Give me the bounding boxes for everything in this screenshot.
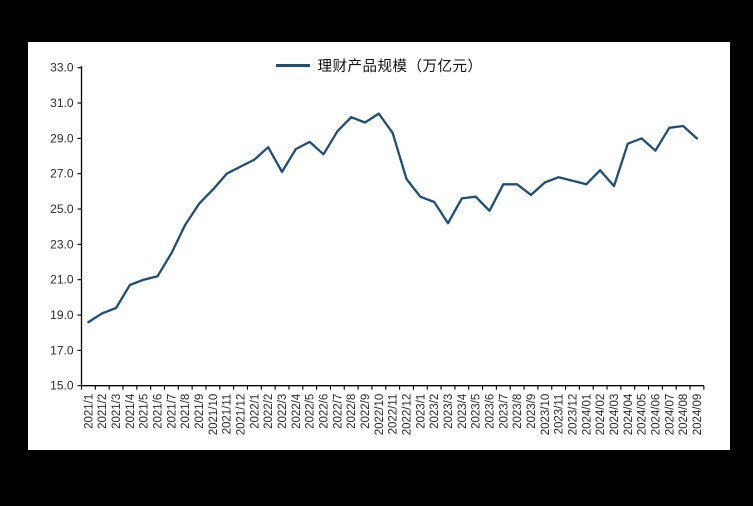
x-axis-tick-label: 2024/09: [692, 394, 704, 436]
y-axis-tick-label: 15.0: [50, 379, 74, 393]
x-axis-tick-label: 2021/10: [208, 394, 220, 436]
x-axis-tick-label: 2023/3: [443, 394, 455, 429]
x-axis-tick-label: 2024/01: [581, 394, 593, 436]
x-axis-tick-label: 2021/12: [236, 394, 248, 436]
x-axis-tick-label: 2023/12: [567, 394, 579, 436]
y-axis-tick-label: 19.0: [50, 308, 74, 322]
legend-label: 理财产品规模（万亿元）: [317, 59, 483, 75]
x-axis-tick-label: 2022/2: [263, 394, 275, 429]
x-axis-tick-label: 2024/06: [650, 394, 662, 436]
x-axis-tick-label: 2022/7: [332, 394, 344, 429]
x-axis-tick-label: 2023/8: [512, 394, 524, 429]
x-axis-tick-label: 2022/8: [346, 394, 358, 429]
x-axis-tick-label: 2021/5: [139, 394, 151, 429]
x-axis-tick-label: 2021/9: [194, 394, 206, 429]
x-axis-tick-label: 2021/3: [111, 394, 123, 429]
x-axis-tick-label: 2024/03: [609, 394, 621, 436]
x-axis-tick-label: 2023/10: [540, 394, 552, 436]
x-axis-tick-label: 2024/04: [623, 393, 635, 435]
x-axis-tick-label: 2021/8: [180, 394, 192, 429]
y-axis-tick-label: 27.0: [50, 167, 74, 181]
x-axis-tick-label: 2021/6: [153, 394, 165, 429]
x-axis-tick-label: 2022/4: [291, 393, 303, 429]
x-axis-tick-label: 2022/5: [305, 394, 317, 429]
x-axis-tick-label: 2023/9: [526, 394, 538, 429]
x-axis-tick-label: 2021/1: [83, 394, 95, 429]
x-axis-tick-label: 2023/5: [471, 394, 483, 429]
y-axis-tick-label: 31.0: [50, 96, 74, 110]
y-axis-tick-label: 29.0: [50, 131, 74, 145]
legend-line-swatch: [275, 64, 310, 67]
x-axis-tick-label: 2021/4: [125, 393, 137, 429]
x-axis-tick-label: 2023/1: [415, 394, 427, 429]
chart-panel: 15.0 17.0 19.0 21.0 23.0 25.0 27.0 29.0 31.0 33.0…: [28, 42, 730, 450]
x-axis-tick-label: 2024/08: [678, 394, 690, 436]
y-axis-tick-label: 21.0: [50, 273, 74, 287]
series-line: [87, 112, 699, 324]
x-axis-tick-label: 2023/7: [498, 394, 510, 429]
y-axis-tick-label: 17.0: [50, 343, 74, 357]
x-axis-tick-label: 2024/02: [595, 394, 607, 436]
x-axis-tick-label: 2022/3: [277, 394, 289, 429]
x-axis-tick-label: 2023/11: [554, 394, 566, 435]
x-axis-tick-label: 2022/12: [402, 394, 414, 436]
x-axis-tick-label: 2021/2: [97, 394, 109, 429]
y-axis-tick-label: 23.0: [50, 237, 74, 251]
x-axis-tick-label: 2021/11: [222, 394, 234, 435]
x-axis-tick-label: 2022/11: [388, 394, 400, 435]
x-axis-tick-label: 2023/2: [429, 394, 441, 429]
x-axis-tick-label: 2023/4: [457, 393, 469, 429]
x-axis-tick-label: 2024/05: [637, 394, 649, 436]
legend: 理财产品规模（万亿元）: [28, 55, 730, 76]
x-axis-tick-label: 2022/6: [319, 394, 331, 429]
x-axis-tick-label: 2023/6: [484, 394, 496, 429]
y-axis-tick-label: 33.0: [50, 61, 74, 75]
x-axis-tick-label: 2022/1: [249, 394, 261, 429]
x-axis-tick-label: 2021/7: [166, 394, 178, 429]
x-axis-tick-label: 2022/10: [374, 394, 386, 436]
x-axis-tick-label: 2024/07: [664, 394, 676, 436]
y-axis-tick-label: 25.0: [50, 202, 74, 216]
x-axis-tick-label: 2022/9: [360, 394, 372, 429]
line-chart: 15.0 17.0 19.0 21.0 23.0 25.0 27.0 29.0 31.0 33.0…: [50, 61, 705, 436]
